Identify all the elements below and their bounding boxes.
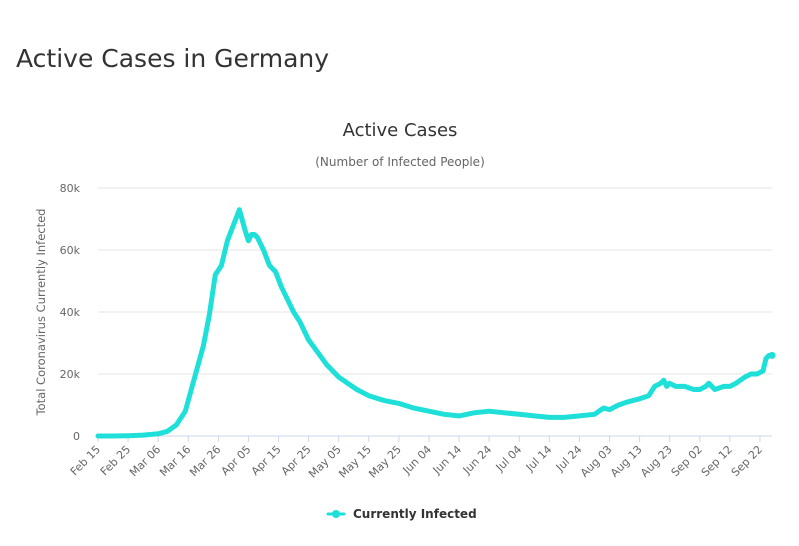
x-tick-label: May 15 <box>336 443 374 481</box>
y-tick-label: 20k <box>60 368 81 381</box>
series-currently-infected[interactable] <box>95 207 776 439</box>
x-tick-label: May 05 <box>306 443 344 481</box>
x-tick-label: Jul 14 <box>523 443 555 475</box>
x-tick-label: Aug 03 <box>578 443 615 480</box>
x-tick-label: Aug 13 <box>608 443 645 480</box>
y-tick-label: 0 <box>73 430 80 443</box>
x-tick-label: Aug 23 <box>638 443 675 480</box>
page-title: Active Cases in Germany <box>16 44 330 73</box>
y-axis-label: Total Coronavirus Currently Infected <box>34 209 48 417</box>
x-tick-label: Mar 16 <box>157 443 193 479</box>
x-tick-label: Jun 24 <box>460 443 494 477</box>
legend-item-currently-infected[interactable]: Currently Infected <box>353 507 477 521</box>
x-tick-label: Feb 15 <box>68 443 103 478</box>
chart-title: Active Cases <box>343 120 458 141</box>
x-tick-label: Feb 25 <box>98 443 133 478</box>
y-tick-label: 40k <box>60 306 81 319</box>
x-tick-label: Sep 12 <box>699 443 735 479</box>
x-tick-label: Jun 14 <box>430 443 464 477</box>
x-tick-label: Apr 15 <box>249 443 284 478</box>
x-tick-label: Apr 05 <box>219 443 254 478</box>
gridlines <box>98 187 772 375</box>
series-end-marker[interactable] <box>768 351 776 359</box>
x-tick-label: Jun 04 <box>400 443 434 477</box>
legend[interactable]: Currently Infected <box>326 507 477 521</box>
active-cases-chart: Active Cases (Number of Infected People)… <box>34 120 776 521</box>
series-line-currently-infected[interactable] <box>95 207 775 439</box>
x-tick-label: Sep 22 <box>729 443 765 479</box>
y-axis: 0 20k 40k 60k 80k <box>60 182 81 443</box>
y-tick-label: 80k <box>60 182 81 195</box>
x-tick-label: Mar 26 <box>187 443 223 479</box>
x-tick-label: Mar 06 <box>127 443 163 479</box>
x-tick-label: May 25 <box>366 443 404 481</box>
y-tick-label: 60k <box>60 244 81 257</box>
chart-subtitle: (Number of Infected People) <box>315 155 485 169</box>
x-tick-label: Jul 04 <box>493 443 525 475</box>
legend-symbol-dot <box>332 510 340 518</box>
x-tick-label: Sep 02 <box>669 443 705 479</box>
